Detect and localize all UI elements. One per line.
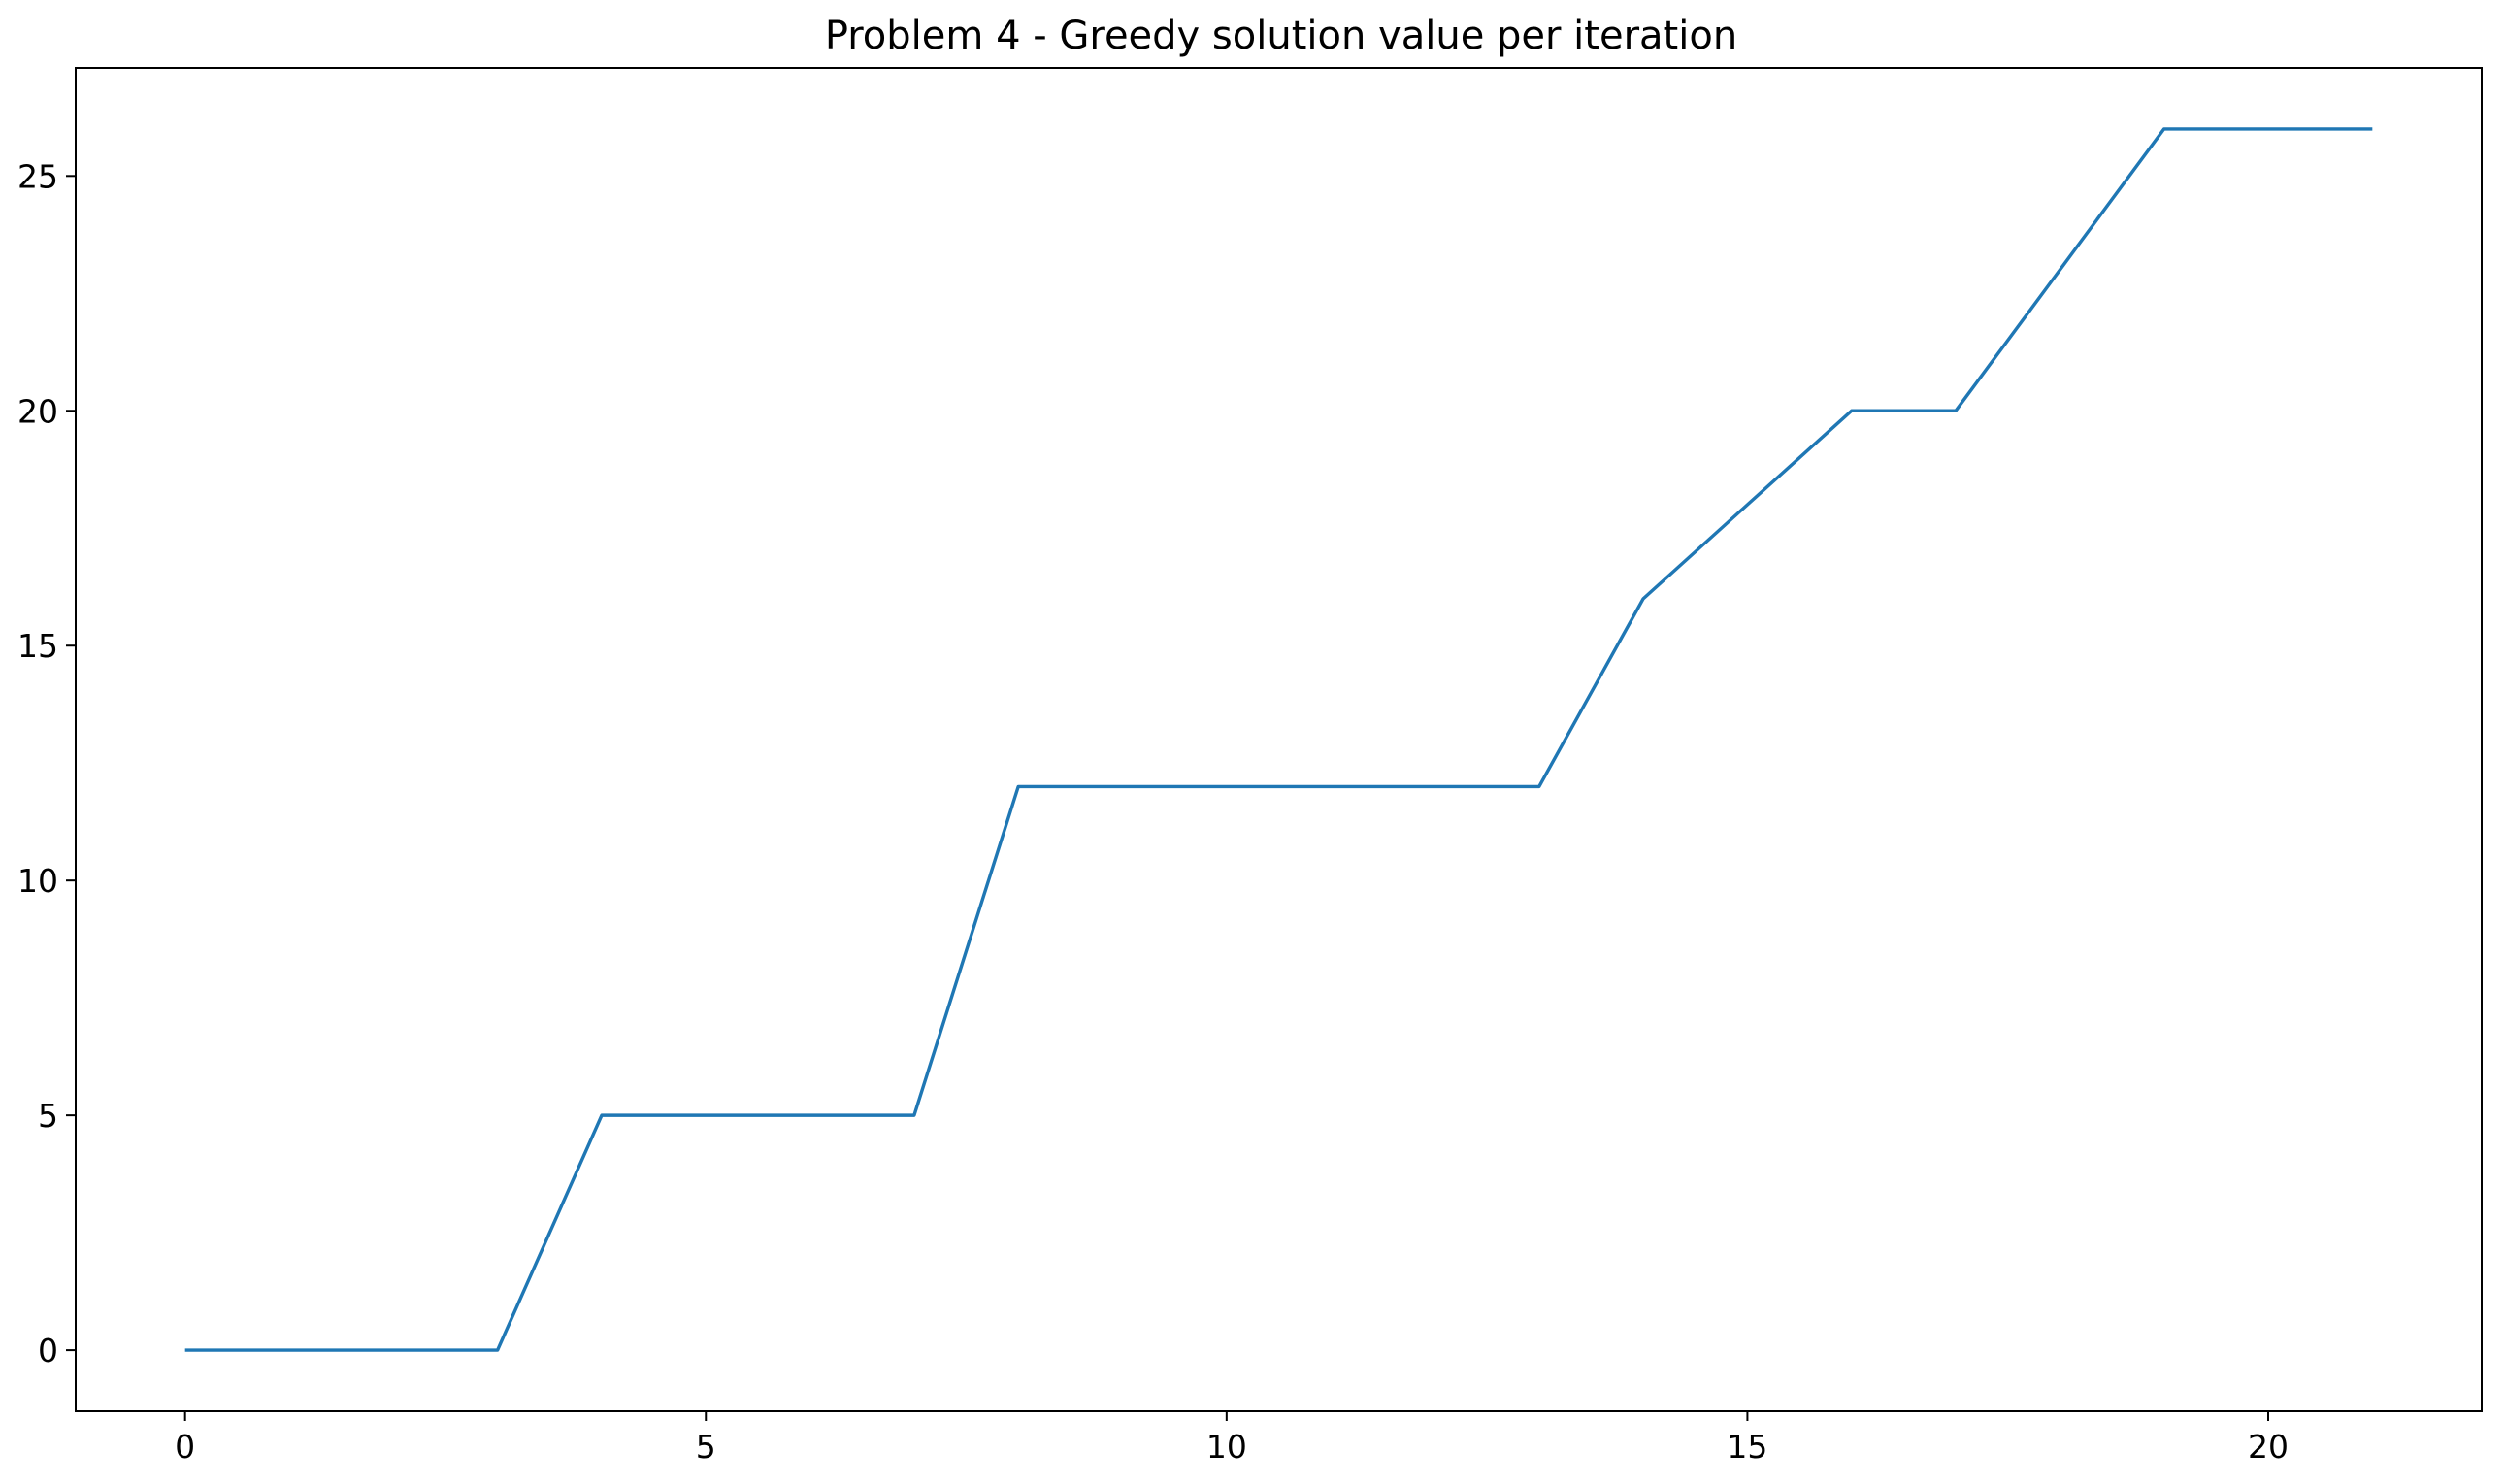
x-axis-ticks: 0 5 10 15 20 <box>175 1411 2289 1466</box>
x-tick-label: 5 <box>696 1428 716 1466</box>
series-line <box>184 127 2373 1352</box>
x-tick-label: 10 <box>1206 1428 1247 1466</box>
y-tick-label: 0 <box>38 1332 58 1369</box>
x-tick-label: 15 <box>1727 1428 1767 1466</box>
x-tick-label: 20 <box>2248 1428 2289 1466</box>
y-tick-label: 20 <box>17 392 58 430</box>
y-tick-label: 25 <box>17 157 58 195</box>
y-axis-ticks: 0 5 10 15 20 25 <box>17 157 76 1369</box>
y-tick-label: 5 <box>38 1097 58 1135</box>
y-tick-label: 10 <box>17 862 58 900</box>
x-tick-label: 0 <box>175 1428 195 1466</box>
chart-title: Problem 4 - Greedy solution value per it… <box>825 14 1737 58</box>
plot-frame <box>75 67 2483 1412</box>
y-tick-label: 15 <box>17 627 58 665</box>
plot-series <box>184 127 2373 1352</box>
